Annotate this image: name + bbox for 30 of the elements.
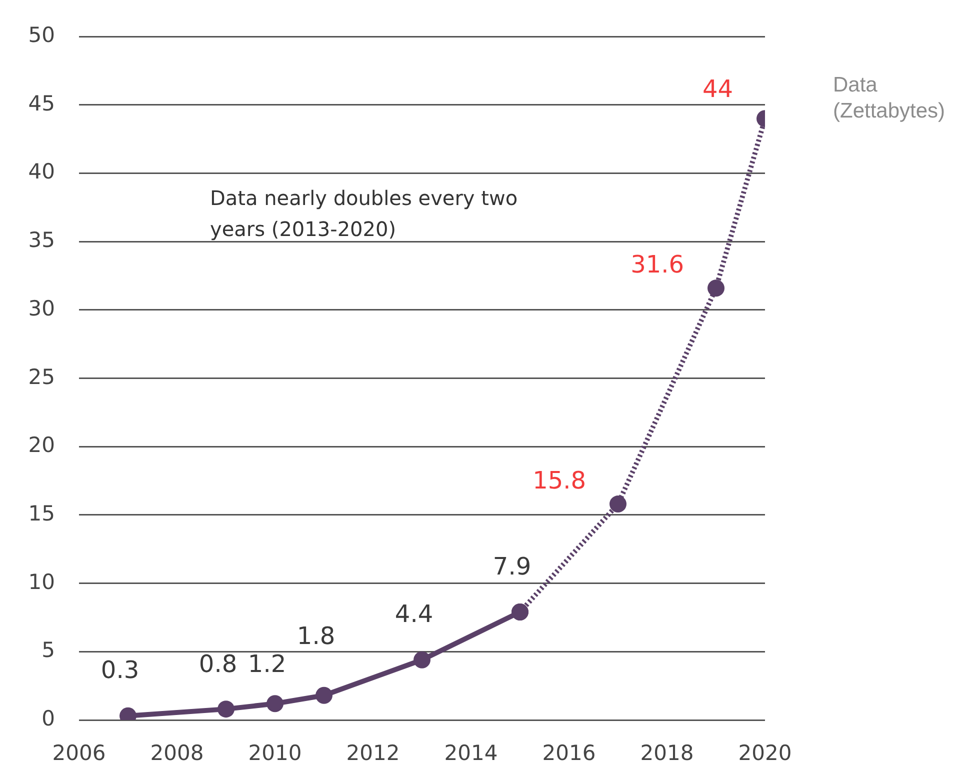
data-label: 0.8 — [198, 650, 238, 678]
y-tick-label: 50 — [28, 23, 55, 48]
y-tick-label: 0 — [42, 706, 55, 730]
y-tick-label: 5 — [42, 638, 55, 662]
data-label: 44 — [702, 75, 734, 104]
y-tick-label: 15 — [28, 501, 55, 526]
data-label: 31.6 — [630, 250, 684, 278]
data-label: 1.2 — [248, 650, 286, 678]
y-tick-label: 20 — [28, 433, 55, 458]
data-label: 0.3 — [100, 656, 140, 684]
y-tick-label: 10 — [28, 570, 55, 594]
annotation: Data nearly doubles every two years (2013-2020) — [210, 186, 518, 241]
x-tick-label: 2006 — [52, 741, 106, 766]
y-tick-label: 40 — [28, 160, 55, 184]
x-tick-label: 2014 — [444, 741, 498, 766]
x-tick-label: 2020 — [738, 741, 792, 766]
y-tick-label: 30 — [28, 296, 55, 320]
text: Data (Zettabytes) — [833, 73, 946, 122]
x-tick-label: 2010 — [248, 741, 302, 766]
y-tick-label: 25 — [28, 364, 55, 389]
x-tick-label: 2016 — [542, 741, 596, 766]
x-tick-label: 2008 — [150, 741, 204, 766]
data-label: 1.8 — [296, 622, 336, 650]
data-label: 4.4 — [394, 600, 434, 628]
data-label: 7.9 — [492, 552, 532, 580]
x-tick-label: 2018 — [640, 741, 694, 766]
data-label: 15.8 — [532, 466, 586, 494]
y-tick-label: 35 — [28, 228, 55, 252]
y-tick-label: 45 — [28, 91, 55, 116]
x-tick-label: 2012 — [346, 741, 400, 766]
